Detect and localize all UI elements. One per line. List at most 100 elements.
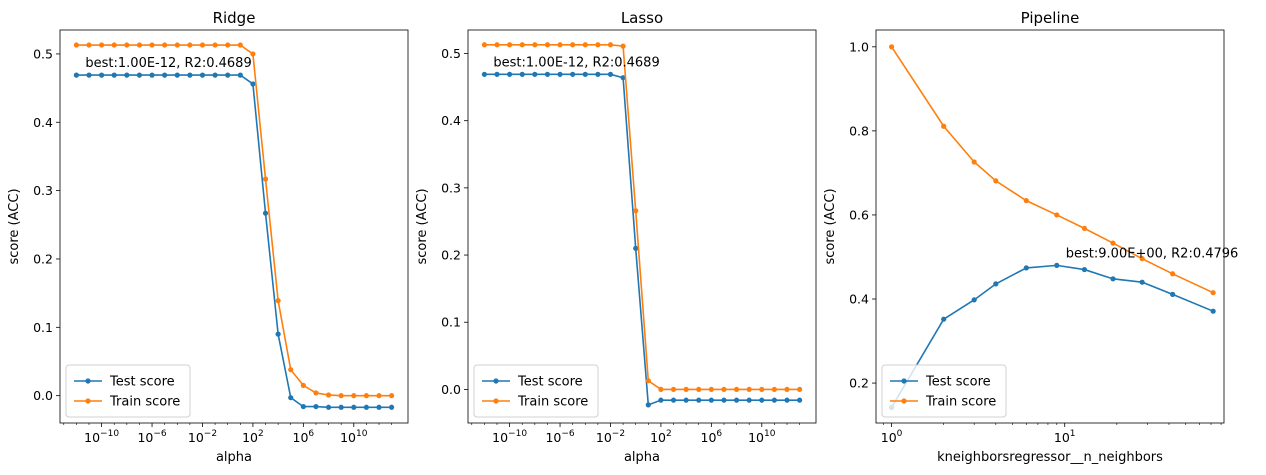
x-axis-label: kneighborsregressor__n_neighbors [937,450,1163,465]
data-point [708,397,714,403]
data-point [111,42,117,48]
data-point [300,403,306,410]
data-point [212,72,218,78]
data-point [1054,262,1060,268]
data-point [174,72,180,78]
data-point [620,75,626,81]
data-point [338,393,344,399]
data-point [325,404,332,410]
data-point [86,72,92,78]
data-point [86,42,92,48]
data-point [225,72,231,78]
best-annotation: best:1.00E-12, R2:0.4689 [493,55,659,70]
data-point [313,403,319,410]
x-axis-label: alpha [624,450,660,465]
legend-label: Train score [109,395,180,410]
x-tick-label: 10−6 [545,429,574,445]
data-point [658,397,664,403]
series-line [76,44,392,397]
data-point [658,386,664,393]
legend-label: Test score [109,375,175,390]
data-point [1023,198,1029,204]
data-point [670,386,677,393]
data-point [532,71,538,77]
data-point [1170,271,1176,277]
data-point [237,72,243,78]
data-point [199,72,206,78]
data-point [519,42,525,48]
data-point [759,386,765,393]
data-point [733,386,740,393]
y-tick-label: 0.4 [33,115,53,130]
data-point [784,386,790,393]
y-tick-label: 0.8 [849,123,869,138]
data-point [338,404,344,410]
data-point [174,42,180,48]
data-point [645,402,651,408]
data-point [1023,265,1029,271]
data-point [771,386,777,393]
data-point [544,71,551,77]
data-point [1170,291,1176,297]
data-point [288,367,294,373]
y-tick-label: 0.0 [33,388,53,403]
data-point [73,72,79,78]
data-point [250,81,256,87]
data-point [784,397,790,403]
x-tick-label: 1010 [340,429,368,445]
x-tick-label: 1010 [748,429,776,445]
data-point [124,42,130,48]
series-line [484,73,800,406]
chart-title: Lasso [621,9,663,27]
data-point [532,42,538,48]
series-train-score [73,42,395,399]
data-point [313,390,319,396]
data-point [481,71,487,77]
data-point [1054,212,1060,218]
data-point [941,123,947,129]
y-tick-label: 0.3 [441,180,461,195]
data-point [1139,256,1145,262]
data-point [237,42,243,48]
data-point [570,71,576,77]
data-point [187,42,193,48]
data-point [670,397,677,403]
y-tick-label: 0.2 [849,376,869,391]
data-point [557,42,563,48]
y-axis-label: score (ACC) [415,188,430,264]
data-point [494,42,500,48]
data-point [607,71,614,77]
x-tick-label: 10−6 [137,429,166,445]
x-tick-label: 101 [1054,429,1076,445]
y-tick-label: 0.1 [33,320,53,335]
x-tick-label: 106 [701,429,723,445]
legend-label: Test score [925,375,991,390]
data-point [595,42,601,48]
data-point [275,331,281,337]
chart-title: Pipeline [1021,9,1080,27]
data-point [325,392,332,398]
data-point [746,386,752,393]
data-point [250,51,256,57]
data-point [759,397,765,403]
y-tick-label: 0.4 [849,292,869,307]
data-point [262,210,269,216]
data-point [507,42,513,48]
data-point [1210,308,1216,314]
data-point [124,72,130,78]
chart-title: Ridge [213,9,256,27]
data-point [262,176,269,182]
x-tick-label: 102 [650,429,672,445]
y-tick-label: 1.0 [849,39,869,54]
x-tick-label: 102 [242,429,264,445]
data-point [696,397,702,403]
chart-pipeline: Pipeline 100 101 0.2 0.4 0.6 0.8 1.0 kneighborsr… [823,9,1238,465]
data-point [199,42,206,48]
series-test-score [73,72,395,410]
data-point [225,42,231,48]
data-point [1139,279,1145,285]
data-point [162,72,168,78]
data-point [797,397,803,403]
data-point [73,42,79,48]
data-point [351,393,357,399]
